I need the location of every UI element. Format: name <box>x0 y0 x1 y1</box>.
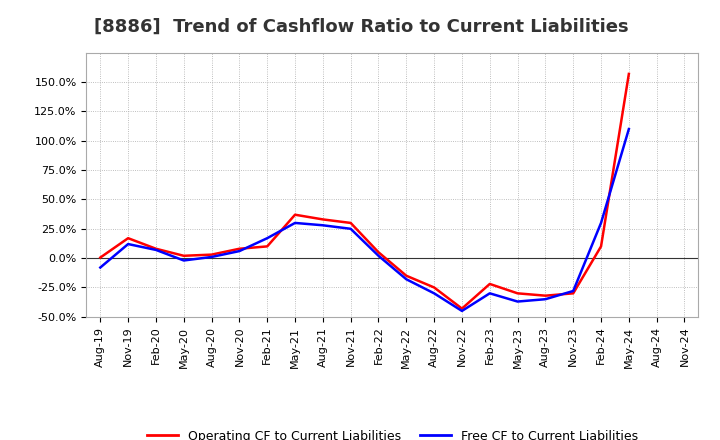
Text: [8886]  Trend of Cashflow Ratio to Current Liabilities: [8886] Trend of Cashflow Ratio to Curren… <box>94 18 629 36</box>
Legend: Operating CF to Current Liabilities, Free CF to Current Liabilities: Operating CF to Current Liabilities, Fre… <box>142 425 643 440</box>
